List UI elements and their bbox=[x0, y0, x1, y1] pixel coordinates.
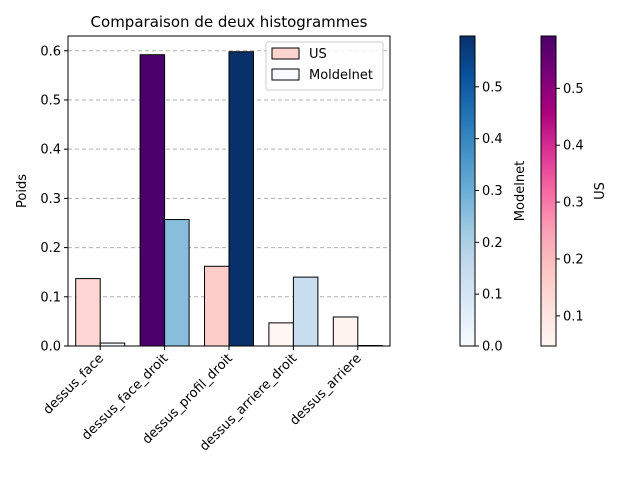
colorbar-tick-label: 0.5 bbox=[482, 80, 503, 95]
colorbar-tick-label: 0.0 bbox=[482, 340, 503, 355]
y-tick-label: 0.0 bbox=[40, 340, 61, 355]
bar-moldelnet-dessus-profil-droit bbox=[228, 51, 254, 347]
colorbar-us-gradient bbox=[540, 35, 557, 347]
x-tick-label: dessus_face bbox=[41, 351, 107, 417]
bar-us-dessus-arriere bbox=[332, 316, 359, 347]
colorbar-tick-label: 0.4 bbox=[563, 139, 584, 154]
bar-us-dessus-arriere-droit bbox=[268, 322, 294, 347]
colorbar-tick-label: 0.1 bbox=[563, 309, 584, 324]
y-tick-label: 0.2 bbox=[40, 241, 61, 256]
legend-swatch-moldelnet bbox=[271, 68, 300, 81]
colorbar-tick-label: 0.3 bbox=[563, 196, 584, 211]
bar-moldelnet-dessus-arriere-droit bbox=[292, 276, 319, 347]
colorbar-modelnet: 0.0 0.1 0.2 0.3 0.4 0.5 Modelnet bbox=[459, 35, 528, 355]
legend-label-moldelnet: Moldelnet bbox=[309, 68, 373, 83]
legend-swatch-us bbox=[271, 47, 300, 60]
colorbar-us-label: US bbox=[593, 182, 608, 200]
colorbar-us: 0.1 0.2 0.3 0.4 0.5 US bbox=[540, 35, 608, 347]
bar-us-dessus-face-droit bbox=[139, 54, 166, 347]
colorbar-tick-label: 0.2 bbox=[482, 236, 503, 251]
colorbar-tick-label: 0.2 bbox=[563, 252, 584, 267]
colorbar-tick-label: 0.3 bbox=[482, 184, 503, 199]
y-axis-label: Poids bbox=[15, 174, 30, 208]
y-tick-label: 0.4 bbox=[40, 143, 61, 158]
colorbar-modelnet-label: Modelnet bbox=[513, 161, 528, 221]
colorbar-tick-label: 0.5 bbox=[563, 82, 584, 97]
legend: US Moldelnet bbox=[265, 41, 384, 91]
colorbar-tick-label: 0.1 bbox=[482, 288, 503, 303]
legend-label-us: US bbox=[309, 47, 327, 62]
y-tick-label: 0.5 bbox=[40, 93, 61, 108]
colorbar-modelnet-gradient bbox=[459, 35, 476, 347]
y-axis: 0.0 0.1 0.2 0.3 0.4 0.5 0.6 bbox=[40, 44, 68, 355]
bar-moldelnet-dessus-face-droit bbox=[164, 219, 190, 347]
x-axis: dessus_facedessus_face_droitdessus_profi… bbox=[41, 346, 365, 454]
y-tick-label: 0.1 bbox=[40, 290, 61, 305]
bar-us-dessus-face bbox=[75, 278, 101, 347]
colorbar-us-ticks: 0.1 0.2 0.3 0.4 0.5 bbox=[556, 82, 584, 324]
colorbar-tick-label: 0.4 bbox=[482, 132, 503, 147]
chart-title: Comparaison de deux histogrammes bbox=[91, 13, 368, 31]
y-tick-label: 0.6 bbox=[40, 44, 61, 59]
y-tick-label: 0.3 bbox=[40, 192, 61, 207]
colorbar-modelnet-ticks: 0.0 0.1 0.2 0.3 0.4 0.5 bbox=[475, 80, 503, 355]
bar-us-dessus-profil-droit bbox=[204, 265, 230, 347]
